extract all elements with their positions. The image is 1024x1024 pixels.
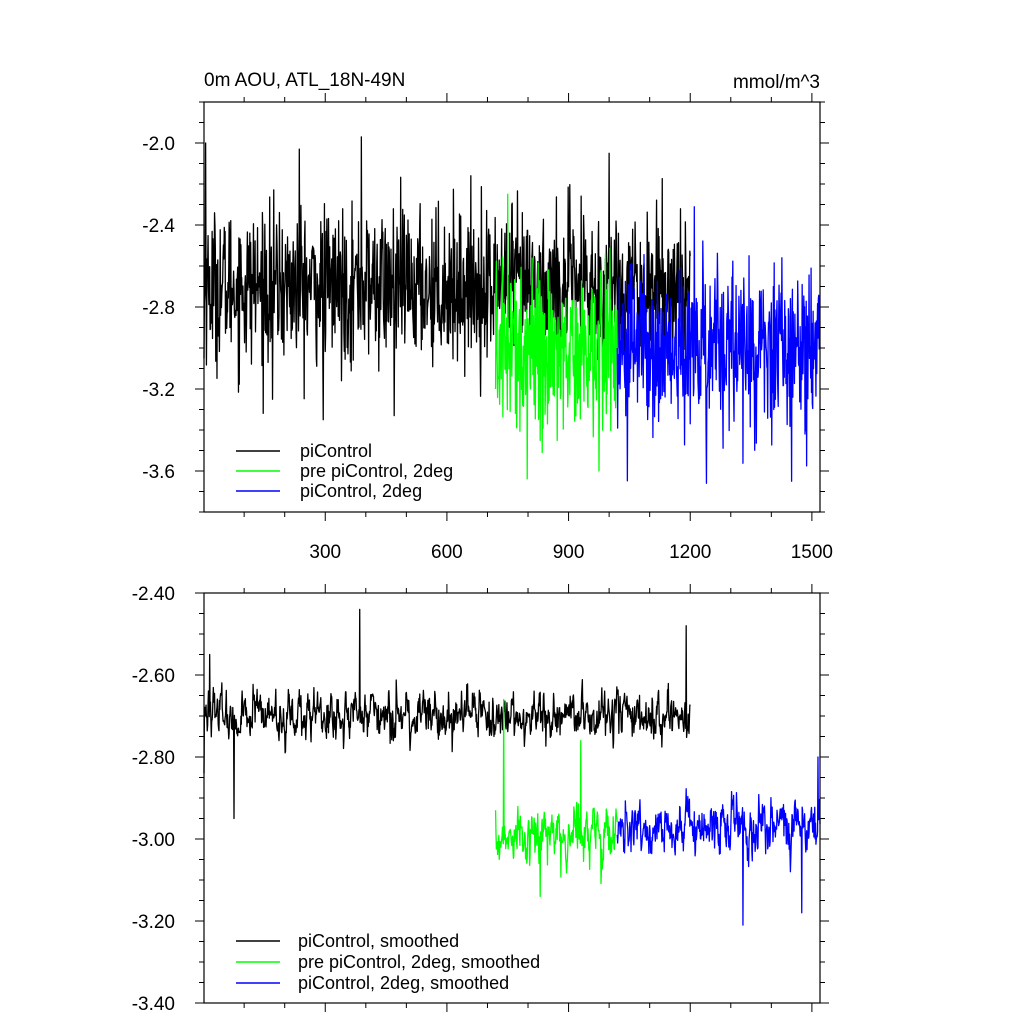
y-tick-label: -3.40 [132, 994, 175, 1015]
series-group [203, 608, 821, 926]
x-axis: 300 600 900 1200 1500 [243, 93, 833, 563]
legend-label: piControl, 2deg, smoothed [298, 973, 509, 993]
series-line-2 [494, 698, 618, 898]
legend-label: pre piControl, 2deg [300, 461, 453, 481]
chart-units: mmol/m^3 [733, 72, 820, 93]
y-tick-label: -3.2 [142, 380, 175, 401]
y-tick-label: -2.4 [142, 216, 175, 237]
series-line-3 [616, 756, 821, 926]
legend-label: piControl [300, 441, 372, 461]
legend-label: piControl, smoothed [298, 931, 459, 951]
legend-label: pre piControl, 2deg, smoothed [298, 952, 540, 972]
top-panel: 300 600 900 1200 1500 -2.0 -2.4 -2.8 -3.2 -3.6 piC… [142, 93, 833, 563]
y-tick-label: -2.60 [132, 666, 175, 687]
series-line-3 [616, 206, 821, 484]
bottom-panel: -2.40 -2.60 -2.80 -3.00 -3.20 -3.40 piControl,… [132, 584, 829, 1015]
x-tick-label: 1200 [669, 542, 711, 563]
y-tick-label: -2.8 [142, 298, 175, 319]
x-tick-label: 300 [309, 542, 341, 563]
x-axis [243, 584, 813, 1012]
y-tick-label: -2.40 [132, 584, 175, 605]
y-axis: -2.40 -2.60 -2.80 -3.00 -3.20 -3.40 [132, 584, 829, 1015]
y-tick-label: -3.6 [142, 462, 175, 483]
y-tick-label: -2.80 [132, 748, 175, 769]
plot-frame [203, 592, 821, 1004]
legend-label: piControl, 2deg [300, 481, 422, 501]
x-tick-label: 600 [431, 542, 463, 563]
series-group [203, 136, 821, 484]
x-tick-label: 900 [553, 542, 585, 563]
y-tick-label: -3.00 [132, 830, 175, 851]
y-tick-label: -2.0 [142, 134, 175, 155]
chart-title: 0m AOU, ATL_18N-49N [204, 70, 405, 91]
series-line-1 [203, 136, 691, 421]
series-line-2 [494, 193, 618, 480]
y-axis: -2.0 -2.4 -2.8 -3.2 -3.6 [142, 101, 829, 513]
y-tick-label: -3.20 [132, 912, 175, 933]
x-tick-label: 1500 [791, 542, 833, 563]
series-line-1 [203, 608, 691, 820]
